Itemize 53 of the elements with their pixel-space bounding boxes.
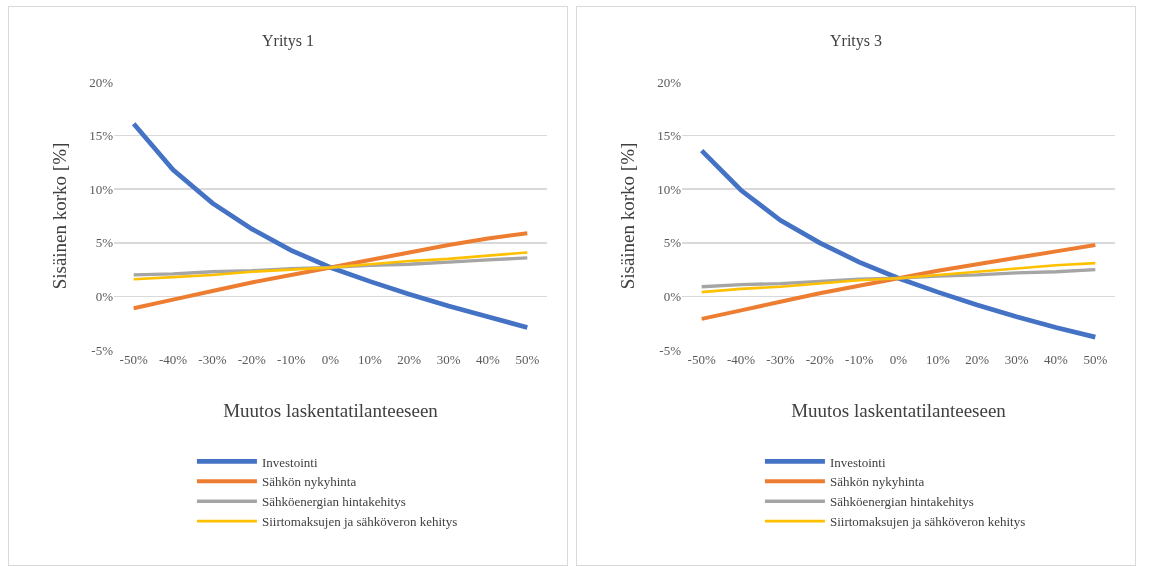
legend-label: Investointi — [261, 454, 318, 470]
x-tick-label: 20% — [397, 352, 422, 367]
y-tick-label: 0% — [95, 288, 114, 304]
legend-label: Sähköenergian hintakehitys — [261, 494, 406, 510]
x-tick-label: -50% — [687, 352, 716, 367]
x-tick-label: 30% — [1004, 352, 1029, 367]
legend-label: Siirtomaksujen ja sähköveron kehitys — [261, 514, 458, 530]
y-tick-label: 15% — [89, 128, 114, 144]
x-axis-title: Muutos laskentatilanteeseen — [223, 400, 439, 421]
x-tick-label: 20% — [965, 352, 990, 367]
line-series — [699, 148, 1098, 340]
x-tick-label: -30% — [198, 352, 227, 367]
y-tick-label: 0% — [663, 288, 682, 304]
x-tick-label: -40% — [726, 352, 756, 367]
line-series — [700, 261, 1097, 294]
x-tick-label: 50% — [515, 352, 540, 367]
x-tick-label: -40% — [158, 352, 188, 367]
y-tick-label: 10% — [89, 181, 114, 197]
x-tick-label: -20% — [805, 352, 835, 367]
y-axis-title: Sisäinen korko [%] — [49, 142, 70, 290]
y-tick-label: -5% — [659, 342, 682, 358]
line-series — [699, 242, 1098, 321]
x-tick-label: 40% — [1044, 352, 1069, 367]
x-tick-label: -20% — [237, 352, 267, 367]
x-tick-label: 10% — [925, 352, 950, 367]
x-tick-label: -50% — [119, 352, 148, 367]
y-tick-label: -5% — [91, 342, 114, 358]
chart-title: Yritys 3 — [830, 32, 882, 51]
y-axis-title: Sisäinen korko [%] — [617, 142, 638, 290]
y-tick-label: 5% — [95, 235, 114, 251]
y-tick-label: 20% — [657, 74, 682, 90]
line-series — [131, 231, 530, 311]
x-tick-label: 0% — [321, 352, 340, 367]
legend-label: Siirtomaksujen ja sähköveron kehitys — [829, 514, 1026, 530]
legend-label: Sähköenergian hintakehitys — [829, 494, 974, 510]
y-tick-label: 15% — [657, 128, 682, 144]
legend-label: Investointi — [829, 454, 886, 470]
x-axis-title: Muutos laskentatilanteeseen — [791, 400, 1007, 421]
x-tick-label: 40% — [476, 352, 501, 367]
legend-label: Sähkön nykyhinta — [261, 474, 357, 490]
x-tick-label: 50% — [1083, 352, 1108, 367]
line-series — [131, 121, 530, 330]
y-tick-label: 10% — [657, 181, 682, 197]
x-tick-label: 30% — [436, 352, 461, 367]
y-tick-label: 5% — [663, 235, 682, 251]
x-tick-label: -10% — [845, 352, 874, 367]
x-tick-label: 10% — [357, 352, 382, 367]
x-tick-label: -30% — [766, 352, 795, 367]
chart-title: Yritys 1 — [262, 32, 314, 51]
y-tick-label: 20% — [89, 74, 114, 90]
x-tick-label: -10% — [277, 352, 306, 367]
x-tick-label: 0% — [889, 352, 908, 367]
legend-label: Sähkön nykyhinta — [829, 474, 925, 490]
